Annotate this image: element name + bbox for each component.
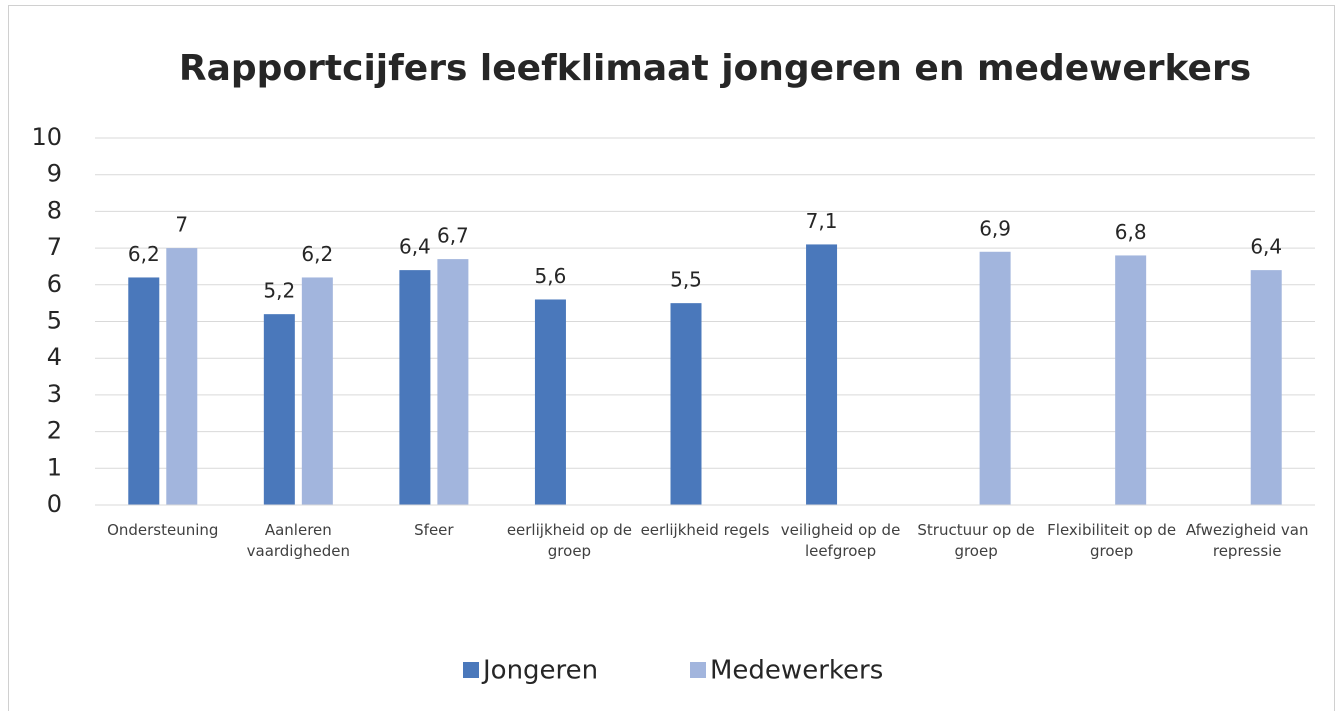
x-tick-label: veiligheid op de leefgroep [780, 521, 901, 560]
x-tick-label: Aanleren vaardigheden [246, 521, 350, 560]
data-label: 6,9 [979, 216, 1011, 240]
bar [1250, 270, 1282, 505]
y-tick-label: 7 [47, 233, 62, 261]
legend-swatch [690, 662, 706, 678]
bar [128, 277, 160, 505]
x-tick-label: Ondersteuning [107, 521, 219, 539]
y-tick-label: 2 [47, 417, 62, 445]
bar [979, 251, 1011, 505]
y-tick-label: 4 [47, 343, 62, 371]
y-tick-label: 1 [47, 453, 62, 481]
y-tick-label: 6 [47, 270, 62, 298]
bar [166, 248, 198, 505]
bar [534, 299, 566, 505]
data-label: 6,7 [437, 224, 469, 248]
legend-label: Jongeren [481, 656, 598, 686]
y-tick-label: 9 [47, 160, 62, 188]
y-tick-label: 5 [47, 307, 62, 335]
data-label: 5,5 [670, 268, 702, 292]
y-tick-label: 3 [47, 380, 62, 408]
legend-label: Medewerkers [710, 656, 883, 686]
data-label: 6,8 [1115, 220, 1147, 244]
data-label: 6,2 [128, 242, 160, 266]
x-tick-label: Structuur op de groep [917, 521, 1035, 560]
chart-title: Rapportcijfers leefklimaat jongeren en m… [179, 48, 1251, 89]
data-label: 7,1 [806, 209, 838, 233]
x-tick-label: eerlijkheid op de groep [506, 521, 633, 560]
x-tick-label: Flexibiliteit op de groep [1047, 521, 1177, 560]
bar [301, 277, 333, 505]
data-label: 5,2 [263, 279, 295, 303]
data-label: 5,6 [535, 264, 567, 288]
data-label: 6,4 [399, 235, 431, 259]
legend-swatch [463, 662, 479, 678]
data-label: 7 [175, 213, 188, 237]
y-tick-label: 8 [47, 196, 62, 224]
data-label: 6,2 [301, 242, 333, 266]
bar [806, 244, 838, 505]
bar [1115, 255, 1147, 505]
x-tick-label: eerlijkheid regels [640, 521, 770, 539]
bar [437, 259, 469, 505]
x-tick-label: Afwezigheid van repressie [1185, 521, 1309, 560]
bar [670, 303, 702, 505]
bar [399, 270, 431, 505]
y-tick-label: 0 [47, 490, 62, 518]
x-tick-label: Sfeer [414, 521, 454, 539]
y-tick-label: 10 [31, 123, 62, 151]
data-label: 6,4 [1250, 235, 1282, 259]
bar [263, 314, 295, 505]
